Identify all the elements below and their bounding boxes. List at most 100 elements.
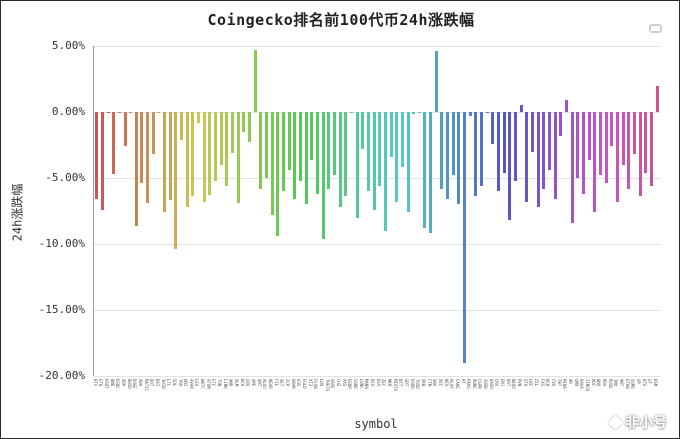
- bar-XDC[interactable]: [593, 112, 597, 213]
- bar-KDA[interactable]: [604, 112, 608, 184]
- bar-BCH[interactable]: [242, 112, 246, 132]
- bar-ICP[interactable]: [287, 112, 291, 171]
- bar-OP[interactable]: [638, 112, 642, 197]
- bar-USDT[interactable]: [106, 112, 110, 113]
- bar-GRT[interactable]: [406, 112, 410, 213]
- bar-EOS[interactable]: [298, 112, 302, 181]
- bar-LEO[interactable]: [197, 112, 201, 123]
- bar-ADA[interactable]: [140, 112, 144, 184]
- bar-DASH[interactable]: [491, 112, 495, 144]
- bar-HT[interactable]: [463, 112, 467, 363]
- bar-AVAX[interactable]: [191, 112, 195, 197]
- bar-APE[interactable]: [253, 49, 257, 112]
- bar-ETH[interactable]: [100, 112, 104, 210]
- bar-OKB[interactable]: [423, 112, 427, 229]
- bar-DOGE[interactable]: [134, 112, 138, 226]
- bar-LDO[interactable]: [321, 112, 325, 239]
- bar-KAVA[interactable]: [581, 112, 585, 194]
- bar-FXS[interactable]: [542, 112, 546, 189]
- bar-XRP[interactable]: [123, 112, 127, 147]
- bar-SHIB[interactable]: [163, 112, 167, 213]
- bar-PAXG[interactable]: [468, 112, 472, 116]
- bar-UNI[interactable]: [185, 112, 189, 208]
- bar-TRX[interactable]: [180, 112, 184, 140]
- bar-ATOM[interactable]: [208, 112, 212, 196]
- bar-ROSE[interactable]: [610, 112, 614, 147]
- bar-CAKE[interactable]: [457, 112, 461, 205]
- bar-MATIC[interactable]: [146, 112, 150, 204]
- legend-box[interactable]: [649, 24, 662, 33]
- bar-ZEC[interactable]: [383, 112, 387, 231]
- bar-FLOW[interactable]: [315, 112, 319, 194]
- bar-WBTC[interactable]: [202, 112, 206, 202]
- bar-SNX[interactable]: [434, 51, 438, 112]
- bar-IMX[interactable]: [615, 112, 619, 202]
- bar-DCR[interactable]: [548, 112, 551, 171]
- bar-BTT[interactable]: [400, 112, 404, 168]
- bar-MINA[interactable]: [564, 100, 568, 112]
- bar-USDC[interactable]: [117, 112, 121, 113]
- bar-1INCH[interactable]: [587, 112, 591, 160]
- bar-KSM[interactable]: [655, 85, 659, 112]
- bar-MKR[interactable]: [389, 112, 393, 157]
- bar-KLAY[interactable]: [451, 112, 455, 176]
- bar-CSPR[interactable]: [480, 112, 484, 186]
- bar-GMX[interactable]: [576, 112, 580, 178]
- bar-EGLD[interactable]: [304, 112, 308, 205]
- bar-TON[interactable]: [219, 112, 223, 165]
- bar-LRC[interactable]: [531, 112, 535, 152]
- bar-BNX[interactable]: [598, 112, 602, 176]
- bar-ETHW[interactable]: [627, 112, 631, 189]
- bar-LTC[interactable]: [168, 112, 172, 201]
- bar-KCS[interactable]: [372, 112, 376, 210]
- bar-GT[interactable]: [649, 112, 653, 186]
- bar-OSMO[interactable]: [632, 112, 636, 155]
- bar-FTM[interactable]: [429, 112, 433, 234]
- bar-USDD[interactable]: [412, 112, 416, 114]
- bar-RUNE[interactable]: [474, 112, 478, 197]
- bar-XMR[interactable]: [231, 112, 235, 153]
- bar-CRV[interactable]: [497, 112, 501, 192]
- bar-FIL[interactable]: [276, 112, 280, 237]
- bar-TWT[interactable]: [559, 112, 563, 136]
- bar-ALGO[interactable]: [265, 112, 268, 178]
- bar-ETC[interactable]: [214, 112, 218, 181]
- bar-TUSD[interactable]: [417, 112, 421, 113]
- bar-BSV[interactable]: [378, 112, 382, 186]
- bar-BUSD[interactable]: [129, 112, 133, 113]
- bar-STX[interactable]: [525, 112, 529, 202]
- bar-BNB[interactable]: [112, 112, 116, 175]
- bar-CHZ[interactable]: [338, 112, 342, 208]
- bar-XLM[interactable]: [236, 112, 240, 204]
- bar-BTG[interactable]: [644, 112, 648, 173]
- bar-HNT[interactable]: [621, 112, 625, 165]
- bar-AR[interactable]: [570, 112, 574, 223]
- bar-NEO[interactable]: [446, 112, 450, 200]
- bar-SAND[interactable]: [355, 112, 359, 218]
- bar-THETA[interactable]: [327, 112, 331, 189]
- bar-XTZ[interactable]: [310, 112, 314, 160]
- bar-XEC[interactable]: [440, 112, 444, 189]
- bar-DOT[interactable]: [151, 112, 155, 155]
- bar-USDP[interactable]: [349, 112, 353, 114]
- bar-CRO[interactable]: [248, 112, 252, 143]
- bar-DAI[interactable]: [157, 112, 161, 113]
- bar-MIOTA[interactable]: [395, 112, 399, 202]
- bar-SOL[interactable]: [174, 112, 178, 250]
- bar-QNT[interactable]: [259, 112, 263, 189]
- bar-BTC[interactable]: [95, 112, 99, 200]
- bar-VET[interactable]: [281, 112, 285, 192]
- bar-AXS[interactable]: [344, 112, 348, 197]
- bar-AAVE[interactable]: [332, 112, 336, 176]
- bar-MANA[interactable]: [366, 112, 370, 192]
- bar-NEAR[interactable]: [270, 112, 274, 215]
- bar-NEXO[interactable]: [514, 112, 518, 181]
- bar-HBAR[interactable]: [293, 112, 297, 200]
- bar-RVN[interactable]: [519, 105, 523, 112]
- bar-LINK[interactable]: [225, 112, 229, 186]
- bar-BAT[interactable]: [508, 112, 512, 221]
- bar-ZIL[interactable]: [536, 112, 540, 208]
- bar-GUSD[interactable]: [485, 112, 489, 114]
- bar-ENJ[interactable]: [502, 112, 506, 173]
- bar-CVX[interactable]: [553, 112, 557, 200]
